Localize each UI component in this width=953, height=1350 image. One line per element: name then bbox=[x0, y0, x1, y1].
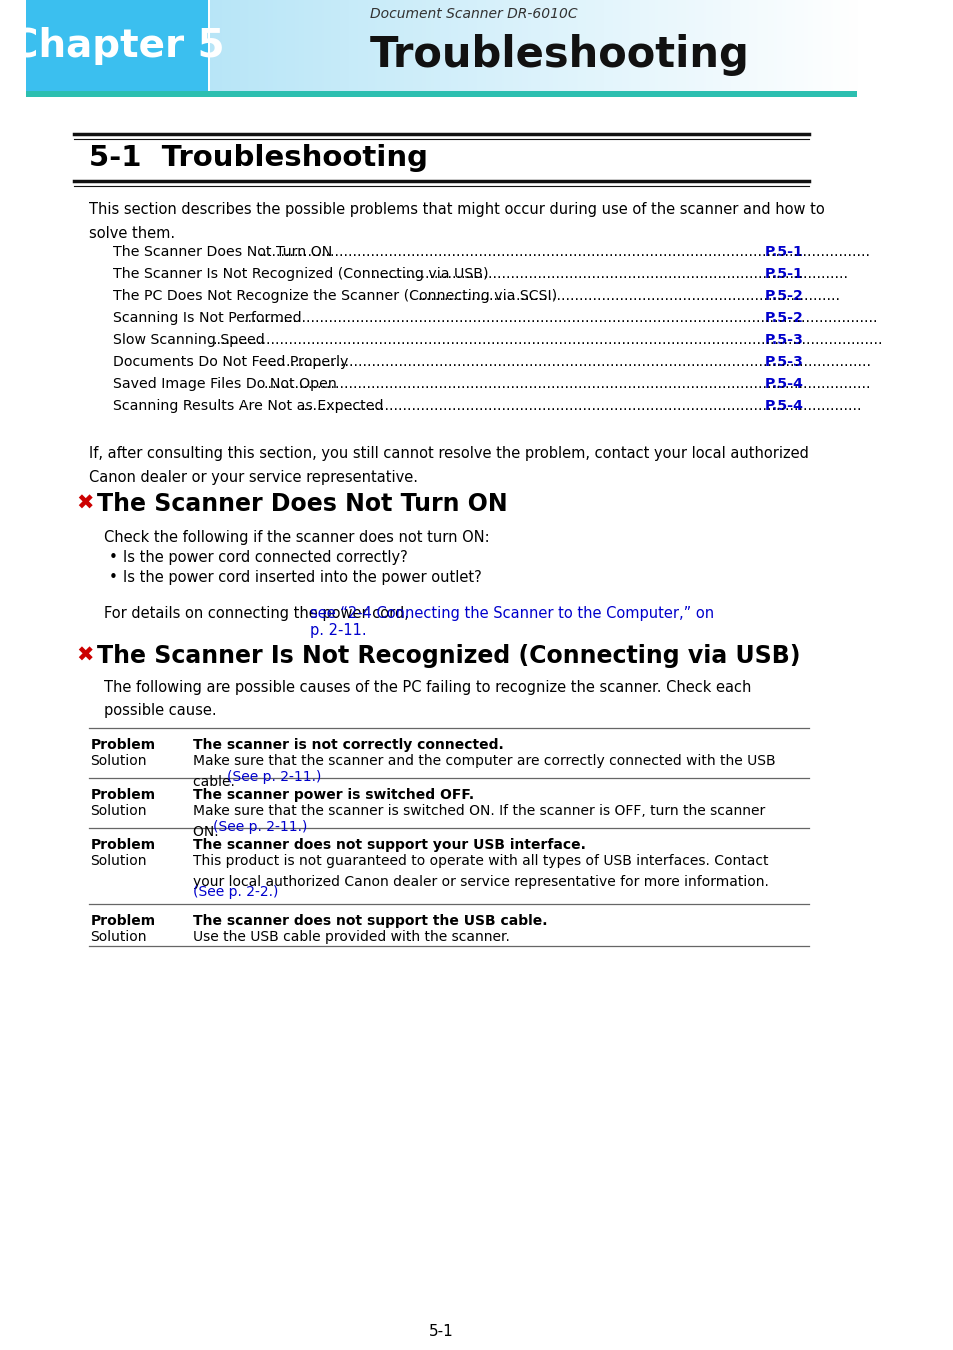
Text: For details on connecting the power cord,: For details on connecting the power cord… bbox=[104, 606, 414, 621]
Text: The scanner is not correctly connected.: The scanner is not correctly connected. bbox=[193, 738, 503, 752]
Text: P.5-2: P.5-2 bbox=[764, 310, 803, 325]
Text: (See p. 2-11.): (See p. 2-11.) bbox=[213, 819, 307, 833]
Text: ................................................................................: ........................................… bbox=[372, 267, 848, 281]
Text: P.5-3: P.5-3 bbox=[764, 355, 803, 369]
Text: Check the following if the scanner does not turn ON:: Check the following if the scanner does … bbox=[104, 531, 490, 545]
Text: ✖: ✖ bbox=[76, 647, 93, 666]
Text: ................................................................................: ........................................… bbox=[299, 400, 862, 413]
Text: Is the power cord inserted into the power outlet?: Is the power cord inserted into the powe… bbox=[123, 570, 481, 585]
Text: ✖: ✖ bbox=[76, 494, 93, 514]
Text: Problem: Problem bbox=[91, 914, 155, 927]
Text: The following are possible causes of the PC failing to recognize the scanner. Ch: The following are possible causes of the… bbox=[104, 680, 751, 718]
Text: (See p. 2-11.): (See p. 2-11.) bbox=[227, 769, 321, 783]
Text: Solution: Solution bbox=[91, 930, 147, 944]
Text: Solution: Solution bbox=[91, 755, 147, 768]
Text: P.5-2: P.5-2 bbox=[764, 289, 803, 302]
Text: The scanner power is switched OFF.: The scanner power is switched OFF. bbox=[193, 788, 474, 802]
Text: 5-1  Troubleshooting: 5-1 Troubleshooting bbox=[89, 144, 427, 171]
Text: ................................................................................: ........................................… bbox=[264, 377, 870, 392]
Text: The Scanner Is Not Recognized (Connecting via USB): The Scanner Is Not Recognized (Connectin… bbox=[112, 267, 488, 281]
Text: ................................................................................: ........................................… bbox=[243, 310, 877, 325]
Text: see “2-4 Connecting the Scanner to the Computer,” on
p. 2-11.: see “2-4 Connecting the Scanner to the C… bbox=[310, 606, 713, 639]
Text: ................................................................................: ........................................… bbox=[269, 355, 871, 369]
Text: ................................................................................: ........................................… bbox=[417, 289, 841, 302]
Bar bbox=[208, 0, 210, 92]
Text: This section describes the possible problems that might occur during use of the : This section describes the possible prob… bbox=[89, 202, 823, 242]
Text: Problem: Problem bbox=[91, 838, 155, 852]
Text: Make sure that the scanner and the computer are correctly connected with the USB: Make sure that the scanner and the compu… bbox=[193, 755, 775, 788]
Text: P.5-1: P.5-1 bbox=[764, 244, 803, 259]
Text: •: • bbox=[109, 570, 117, 585]
Text: Scanning Results Are Not as Expected: Scanning Results Are Not as Expected bbox=[112, 400, 383, 413]
Text: P.5-1: P.5-1 bbox=[764, 267, 803, 281]
Text: ................................................................................: ........................................… bbox=[258, 244, 870, 259]
Text: The Scanner Does Not Turn ON: The Scanner Does Not Turn ON bbox=[97, 491, 507, 516]
Text: •: • bbox=[109, 549, 117, 566]
Text: Documents Do Not Feed Properly: Documents Do Not Feed Properly bbox=[112, 355, 348, 369]
Text: Document Scanner DR-6010C: Document Scanner DR-6010C bbox=[370, 7, 577, 22]
Text: The scanner does not support the USB cable.: The scanner does not support the USB cab… bbox=[193, 914, 547, 927]
Text: Troubleshooting: Troubleshooting bbox=[370, 34, 749, 76]
Bar bbox=[26, 90, 856, 97]
Text: Solution: Solution bbox=[91, 805, 147, 818]
Text: The Scanner Is Not Recognized (Connecting via USB): The Scanner Is Not Recognized (Connectin… bbox=[97, 644, 800, 668]
Text: Problem: Problem bbox=[91, 788, 155, 802]
Text: The scanner does not support your USB interface.: The scanner does not support your USB in… bbox=[193, 838, 585, 852]
Text: Solution: Solution bbox=[91, 855, 147, 868]
Text: P.5-4: P.5-4 bbox=[764, 377, 803, 392]
Text: Is the power cord connected correctly?: Is the power cord connected correctly? bbox=[123, 549, 408, 566]
Text: Scanning Is Not Performed: Scanning Is Not Performed bbox=[112, 310, 301, 325]
Text: If, after consulting this section, you still cannot resolve the problem, contact: If, after consulting this section, you s… bbox=[89, 446, 808, 485]
Text: ................................................................................: ........................................… bbox=[213, 333, 882, 347]
Text: The Scanner Does Not Turn ON: The Scanner Does Not Turn ON bbox=[112, 244, 332, 259]
Text: Saved Image Files Do Not Open: Saved Image Files Do Not Open bbox=[112, 377, 336, 392]
Text: P.5-3: P.5-3 bbox=[764, 333, 803, 347]
Text: Use the USB cable provided with the scanner.: Use the USB cable provided with the scan… bbox=[193, 930, 510, 944]
Text: This product is not guaranteed to operate with all types of USB interfaces. Cont: This product is not guaranteed to operat… bbox=[193, 855, 768, 909]
Text: Make sure that the scanner is switched ON. If the scanner is OFF, turn the scann: Make sure that the scanner is switched O… bbox=[193, 805, 764, 838]
Text: 5-1: 5-1 bbox=[429, 1324, 454, 1339]
Text: Problem: Problem bbox=[91, 738, 155, 752]
Bar bbox=[26, 0, 209, 92]
Text: Slow Scanning Speed: Slow Scanning Speed bbox=[112, 333, 265, 347]
Text: P.5-4: P.5-4 bbox=[764, 400, 803, 413]
Text: (See p. 2-2.): (See p. 2-2.) bbox=[193, 886, 278, 899]
Text: Chapter 5: Chapter 5 bbox=[10, 27, 225, 65]
Text: The PC Does Not Recognize the Scanner (Connecting via SCSI): The PC Does Not Recognize the Scanner (C… bbox=[112, 289, 557, 302]
